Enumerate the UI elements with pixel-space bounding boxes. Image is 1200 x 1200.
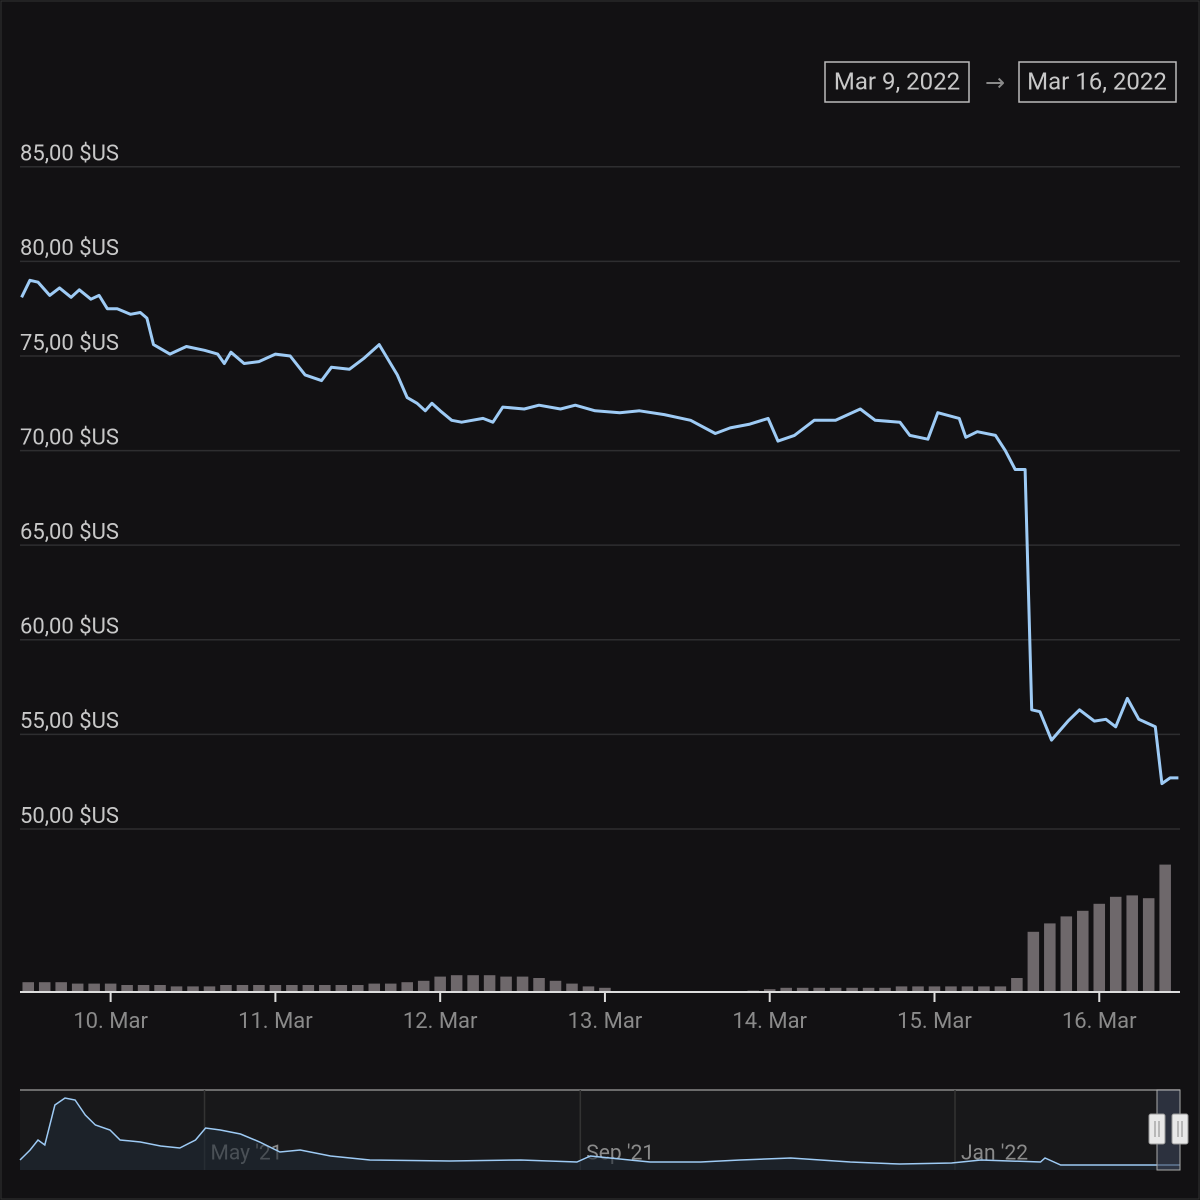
x-tick-label: 13. Mar	[568, 1009, 643, 1034]
start-date[interactable]: Mar 9, 2022	[834, 67, 960, 95]
y-tick-label: 55,00 $US	[20, 709, 119, 734]
volume-bar	[1077, 910, 1089, 992]
volume-bar	[582, 986, 595, 992]
price-line	[20, 278, 1179, 786]
volume-bar	[269, 985, 282, 992]
volume-bar	[961, 986, 974, 992]
volume-bar	[38, 982, 51, 992]
volume-bar	[22, 982, 35, 992]
volume-bar	[533, 978, 545, 992]
volume-bar	[516, 976, 529, 992]
start-date-box[interactable]	[824, 61, 970, 103]
volume-bar	[88, 983, 100, 992]
volume-bar	[384, 983, 397, 992]
volume-bar	[1159, 864, 1171, 992]
volume-bar	[55, 982, 67, 992]
volume-bar	[829, 987, 842, 992]
volume-bar	[895, 986, 908, 992]
volume-bar	[368, 983, 381, 992]
volume-bar	[1011, 978, 1023, 992]
volume-bar	[912, 986, 924, 992]
volume-bar	[796, 987, 809, 992]
x-tick-label: 16. Mar	[1062, 1009, 1137, 1034]
y-tick-label: 70,00 $US	[20, 425, 119, 450]
end-date[interactable]: Mar 16, 2022	[1027, 67, 1167, 95]
volume-bar	[879, 987, 891, 992]
volume-bar	[500, 976, 512, 992]
volume-bar	[319, 985, 331, 992]
volume-bar	[121, 985, 133, 992]
volume-bar	[187, 986, 199, 992]
volume-bar	[813, 987, 825, 992]
y-tick-label: 65,00 $US	[20, 520, 119, 545]
volume-bar	[401, 982, 413, 992]
volume-bar	[220, 985, 232, 992]
x-tick-label: 14. Mar	[732, 1009, 807, 1034]
volume-bar	[253, 985, 265, 992]
volume-bar	[286, 985, 298, 992]
volume-bar	[994, 986, 1007, 992]
volume-bar	[599, 987, 611, 992]
volume-bar	[483, 975, 496, 992]
volume-bar	[1126, 895, 1138, 992]
volume-bar	[846, 987, 858, 992]
y-tick-label: 80,00 $US	[20, 236, 119, 261]
volume-bar	[352, 985, 364, 992]
x-tick-label: 10. Mar	[73, 1009, 148, 1034]
volume-bar	[137, 985, 150, 992]
volume-bar	[335, 985, 348, 992]
volume-bar	[170, 986, 183, 992]
y-tick-label: 75,00 $US	[20, 331, 119, 356]
volume-bar	[862, 987, 875, 992]
volume-bar	[467, 975, 479, 992]
volume-bar	[763, 989, 776, 992]
volume-bar	[1044, 923, 1056, 992]
volume-bar	[566, 983, 578, 992]
navigator-handle[interactable]	[1171, 1113, 1189, 1145]
volume-bar	[434, 976, 446, 992]
volume-bar	[1060, 916, 1073, 992]
volume-bar	[780, 987, 792, 992]
volume-bar	[945, 986, 957, 992]
volume-bar	[236, 985, 249, 992]
volume-bar	[1027, 931, 1040, 992]
volume-bar	[1142, 898, 1155, 992]
volume-bar	[450, 975, 463, 992]
volume-bar	[154, 985, 166, 992]
navigator-handle[interactable]	[1148, 1113, 1166, 1145]
y-tick-label: 85,00 $US	[20, 142, 119, 167]
y-tick-label: 50,00 $US	[20, 804, 119, 829]
volume-bar	[978, 986, 990, 992]
volume-bar	[928, 986, 941, 992]
x-tick-label: 15. Mar	[897, 1009, 972, 1034]
navigator-line	[19, 1097, 1180, 1166]
volume-bar	[549, 980, 562, 992]
range-arrow: →	[985, 68, 1005, 96]
volume-bar	[1093, 903, 1106, 992]
volume-bar	[104, 983, 117, 992]
x-tick-label: 11. Mar	[238, 1009, 313, 1034]
volume-bar	[302, 985, 315, 992]
end-date-box[interactable]	[1018, 61, 1177, 103]
volume-bar	[71, 983, 84, 992]
x-tick-label: 12. Mar	[403, 1009, 478, 1034]
volume-bar	[1109, 896, 1122, 992]
volume-bar	[417, 980, 430, 992]
volume-bar	[203, 986, 216, 992]
y-tick-label: 60,00 $US	[20, 615, 119, 640]
